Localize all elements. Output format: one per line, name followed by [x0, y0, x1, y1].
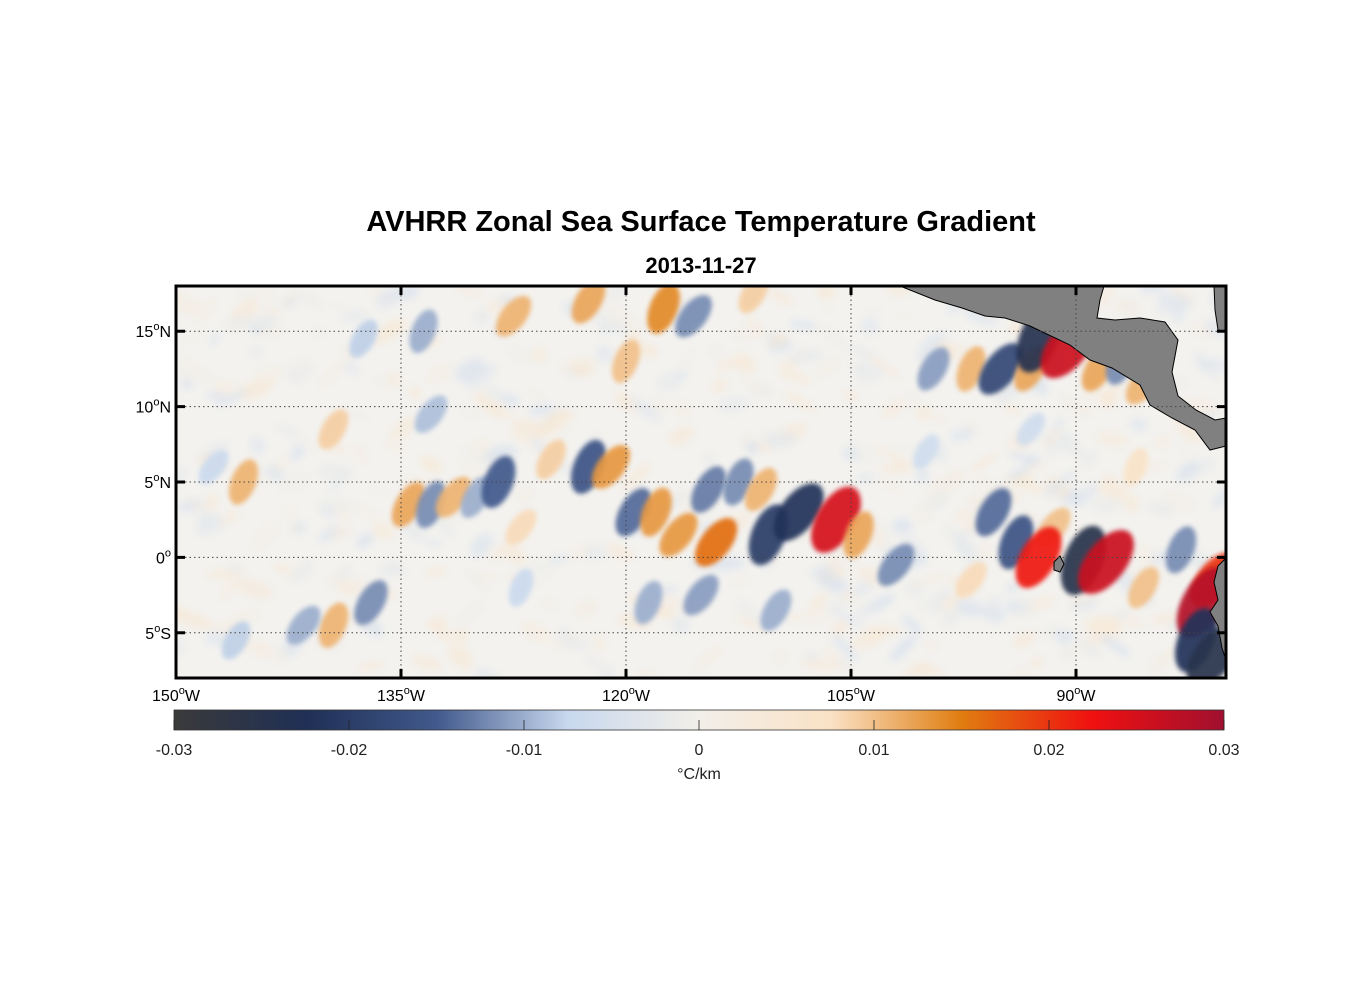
gradient-feature — [694, 518, 738, 567]
map-frame — [174, 284, 1228, 680]
gradient-feature — [611, 339, 641, 384]
lat-label: 10oN — [136, 397, 171, 417]
gradient-feature — [760, 589, 792, 632]
lon-label: 150oW — [152, 685, 201, 705]
lon-label: 105oW — [827, 685, 876, 705]
gradient-feature — [508, 568, 534, 607]
lat-label: 0o — [156, 547, 171, 567]
gradient-feature — [349, 319, 378, 358]
gradient-feature — [481, 455, 516, 509]
gradient-feature — [354, 580, 388, 626]
gradient-feature — [1015, 526, 1062, 589]
gradient-feature — [415, 481, 447, 529]
lat-label: 5oS — [145, 623, 171, 643]
gradient-feature — [1128, 566, 1159, 609]
colorbar-tick-label: -0.02 — [331, 742, 368, 759]
gradient-feature — [683, 574, 719, 616]
gradient-feature — [1078, 529, 1134, 594]
lon-label: 90oW — [1056, 685, 1096, 705]
gradient-feature — [615, 488, 652, 537]
gradient-feature — [955, 561, 987, 599]
gradient-feature — [917, 347, 950, 391]
land-mask — [899, 286, 1226, 661]
gradient-feature — [744, 467, 778, 512]
gradient-feature — [738, 286, 769, 314]
lat-label: 15oN — [136, 321, 171, 341]
gradient-feature — [505, 509, 537, 546]
gradient-feature — [495, 295, 532, 337]
gradient-feature — [675, 295, 712, 338]
gradient-feature — [956, 346, 986, 392]
chart-title: AVHRR Zonal Sea Surface Temperature Grad… — [366, 206, 1036, 238]
chart-subtitle: 2013-11-27 — [645, 253, 757, 278]
gradient-feature — [221, 621, 251, 660]
gradient-feature — [286, 605, 321, 645]
gradient-feature — [1123, 447, 1149, 487]
gradient-feature — [647, 286, 680, 334]
gradient-feature — [391, 482, 426, 528]
gradient-feature — [978, 343, 1024, 395]
colorbar-tick-label: -0.03 — [156, 742, 193, 759]
gradient-feature — [773, 483, 824, 542]
lon-label: 120oW — [602, 685, 651, 705]
gradient-feature — [198, 449, 229, 485]
colorbar-tick-label: 0.03 — [1208, 742, 1239, 759]
gradient-feature — [318, 602, 349, 648]
colorbar-tick-label: 0.02 — [1033, 742, 1064, 759]
gradient-feature — [691, 466, 726, 513]
gradient-feature — [536, 439, 566, 480]
gradient-feature — [1016, 412, 1046, 446]
gradient-feature — [811, 486, 861, 553]
gradient-feature — [634, 580, 663, 625]
gradient-feature — [659, 512, 698, 557]
gradient-features — [198, 286, 1226, 678]
gradient-feature — [640, 487, 672, 537]
lat-label: 5oN — [144, 472, 171, 492]
gradient-feature — [414, 395, 448, 433]
colorbar-unit-label: °C/km — [677, 766, 721, 783]
gradient-feature — [1165, 526, 1197, 574]
gradient-feature — [975, 488, 1012, 537]
land-central-america — [899, 286, 1226, 451]
colorbar-tick-label: 0 — [695, 742, 704, 759]
gradient-feature — [912, 434, 940, 470]
gradient-feature — [435, 476, 472, 518]
gradient-feature — [591, 445, 631, 489]
gradient-feature — [571, 286, 606, 324]
colorbar-ticks: -0.03 -0.02 -0.01 0 0.01 0.02 0.03 — [156, 720, 1240, 759]
colorbar-tick-label: -0.01 — [506, 742, 543, 759]
gradient-feature — [877, 543, 915, 587]
colorbar-tick-label: 0.01 — [858, 742, 889, 759]
gradient-feature — [318, 409, 349, 450]
longitude-labels: 150oW 135oW 120oW 105oW 90oW — [152, 685, 1096, 705]
gradient-feature — [843, 511, 874, 559]
gradient-feature — [1186, 624, 1226, 678]
lon-label: 135oW — [377, 685, 426, 705]
latitude-labels: 15oN 10oN 5oN 0o 5oS — [136, 321, 171, 643]
